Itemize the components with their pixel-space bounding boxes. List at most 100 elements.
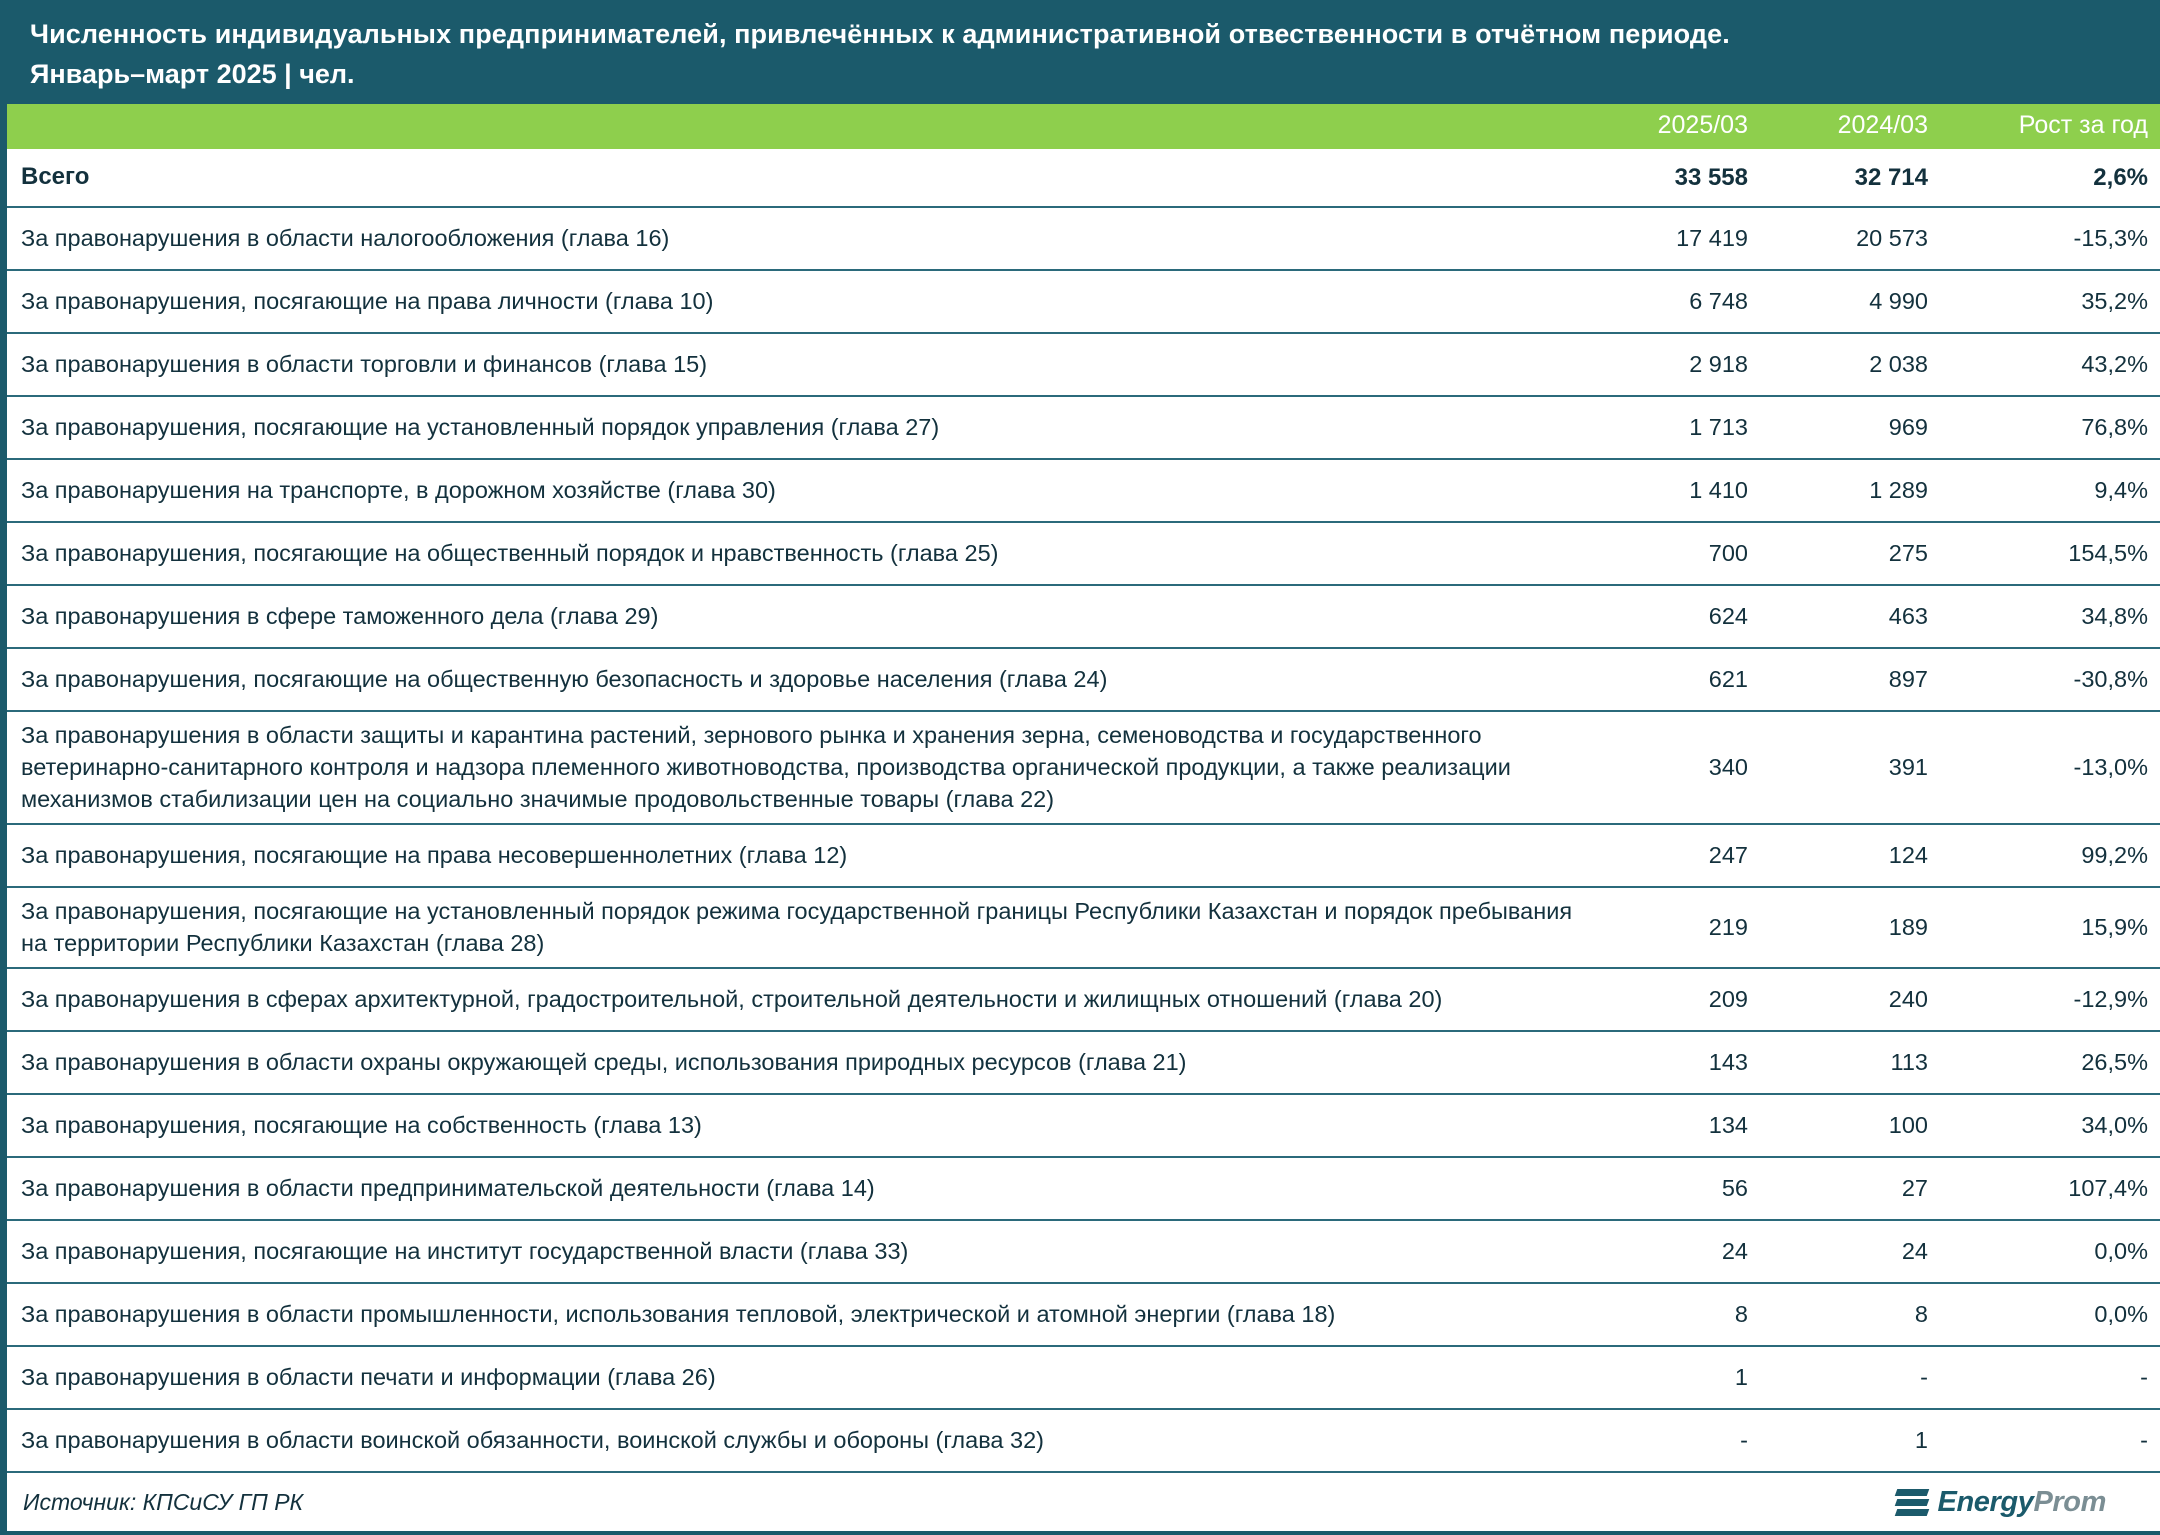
row-value-v2024: 20 573 xyxy=(1770,207,1950,270)
title-band: Численность индивидуальных предпринимате… xyxy=(0,0,2160,104)
column-header-label xyxy=(7,104,1585,149)
row-value-v2025: 56 xyxy=(1585,1157,1770,1220)
row-value-growth: 15,9% xyxy=(1950,887,2160,968)
row-value-v2025: 219 xyxy=(1585,887,1770,968)
row-value-growth: - xyxy=(1950,1409,2160,1472)
row-value-growth: 76,8% xyxy=(1950,396,2160,459)
row-label: За правонарушения в области торговли и ф… xyxy=(7,333,1585,396)
row-value-v2024: 189 xyxy=(1770,887,1950,968)
column-header-2024: 2024/03 xyxy=(1837,111,1928,139)
row-value-v2024: 391 xyxy=(1770,711,1950,824)
row-label: За правонарушения в сферах архитектурной… xyxy=(7,968,1585,1031)
table-row: За правонарушения, посягающие на права н… xyxy=(7,824,2160,887)
row-value-v2025: 17 419 xyxy=(1585,207,1770,270)
row-value-v2025: 700 xyxy=(1585,522,1770,585)
source-note: Источник: КПСиСУ ГП РК xyxy=(23,1488,304,1515)
row-value-v2024: 969 xyxy=(1770,396,1950,459)
row-value-v2025: 621 xyxy=(1585,648,1770,711)
column-header-2025: 2025/03 xyxy=(1657,111,1748,139)
table-row: За правонарушения в области предпринимат… xyxy=(7,1157,2160,1220)
row-label: За правонарушения в области воинской обя… xyxy=(7,1409,1585,1472)
row-value-v2024: 897 xyxy=(1770,648,1950,711)
row-label: За правонарушения, посягающие на обществ… xyxy=(7,648,1585,711)
data-table: 2025/03 2024/03 Рост за год Всего 33 558 3… xyxy=(7,104,2160,1473)
row-value-v2024: - xyxy=(1770,1346,1950,1409)
row-label: За правонарушения в области промышленнос… xyxy=(7,1283,1585,1346)
row-label: За правонарушения в области налогообложе… xyxy=(7,207,1585,270)
row-value-growth: -30,8% xyxy=(1950,648,2160,711)
row-label: За правонарушения, посягающие на права н… xyxy=(7,824,1585,887)
table-head: 2025/03 2024/03 Рост за год xyxy=(7,104,2160,149)
energyprom-logo: EnergyProm xyxy=(1894,1485,2136,1519)
row-value-v2025: 33 558 xyxy=(1585,149,1770,207)
table-row: За правонарушения, посягающие на обществ… xyxy=(7,648,2160,711)
row-value-v2025: 624 xyxy=(1585,585,1770,648)
table-row: За правонарушения, посягающие на установ… xyxy=(7,396,2160,459)
page-title: Численность индивидуальных предпринимате… xyxy=(30,19,1730,49)
row-value-growth: 0,0% xyxy=(1950,1283,2160,1346)
data-table-wrapper: 2025/03 2024/03 Рост за год Всего 33 558 3… xyxy=(0,104,2160,1473)
table-row: За правонарушения, посягающие на институ… xyxy=(7,1220,2160,1283)
table-row: За правонарушения, посягающие на установ… xyxy=(7,887,2160,968)
row-label: За правонарушения на транспорте, в дорож… xyxy=(7,459,1585,522)
row-label: За правонарушения, посягающие на права л… xyxy=(7,270,1585,333)
row-value-growth: 35,2% xyxy=(1950,270,2160,333)
row-value-growth: 154,5% xyxy=(1950,522,2160,585)
table-row: За правонарушения в области промышленнос… xyxy=(7,1283,2160,1346)
row-value-growth: 9,4% xyxy=(1950,459,2160,522)
table-row: За правонарушения в области защиты и кар… xyxy=(7,711,2160,824)
row-value-v2025: 24 xyxy=(1585,1220,1770,1283)
table-row: За правонарушения в области воинской обя… xyxy=(7,1409,2160,1472)
table-row: За правонарушения в области торговли и ф… xyxy=(7,333,2160,396)
row-value-v2024: 4 990 xyxy=(1770,270,1950,333)
row-value-v2024: 463 xyxy=(1770,585,1950,648)
table-body: Всего 33 558 32 714 2,6% За правонарушения в… xyxy=(7,149,2160,1472)
logo-energy-text: Energy xyxy=(1937,1485,2034,1518)
row-value-v2024: 275 xyxy=(1770,522,1950,585)
row-value-growth: -13,0% xyxy=(1950,711,2160,824)
row-value-v2025: 1 410 xyxy=(1585,459,1770,522)
table-footer: Источник: КПСиСУ ГП РК EnergyProm xyxy=(0,1473,2160,1535)
column-header-growth: Рост за год xyxy=(2018,111,2148,139)
table-row: За правонарушения, посягающие на обществ… xyxy=(7,522,2160,585)
row-label: За правонарушения, посягающие на обществ… xyxy=(7,522,1585,585)
row-label: За правонарушения, посягающие на институ… xyxy=(7,1220,1585,1283)
row-value-growth: -15,3% xyxy=(1950,207,2160,270)
row-label: Всего xyxy=(7,149,1585,207)
row-value-v2024: 240 xyxy=(1770,968,1950,1031)
row-label: За правонарушения в сфере таможенного де… xyxy=(7,585,1585,648)
table-row: Всего 33 558 32 714 2,6% xyxy=(7,149,2160,207)
row-value-growth: 0,0% xyxy=(1950,1220,2160,1283)
row-value-v2025: 1 713 xyxy=(1585,396,1770,459)
row-label: За правонарушения в области охраны окруж… xyxy=(7,1031,1585,1094)
row-value-v2024: 2 038 xyxy=(1770,333,1950,396)
row-value-v2024: 27 xyxy=(1770,1157,1950,1220)
row-value-v2025: 247 xyxy=(1585,824,1770,887)
row-value-v2024: 1 xyxy=(1770,1409,1950,1472)
row-value-v2025: 340 xyxy=(1585,711,1770,824)
table-row: За правонарушения в области налогообложе… xyxy=(7,207,2160,270)
table-row: За правонарушения в области охраны окруж… xyxy=(7,1031,2160,1094)
logo-prom-text: Prom xyxy=(2033,1485,2106,1518)
row-value-growth: 43,2% xyxy=(1950,333,2160,396)
row-value-v2024: 32 714 xyxy=(1770,149,1950,207)
row-value-v2025: 209 xyxy=(1585,968,1770,1031)
row-value-v2024: 1 289 xyxy=(1770,459,1950,522)
row-label: За правонарушения в области защиты и кар… xyxy=(7,711,1585,824)
row-value-v2025: 143 xyxy=(1585,1031,1770,1094)
row-value-growth: -12,9% xyxy=(1950,968,2160,1031)
energyprom-mark-icon xyxy=(1894,1485,1930,1519)
energyprom-wordmark: EnergyProm xyxy=(1937,1485,2107,1519)
row-value-growth: 99,2% xyxy=(1950,824,2160,887)
row-label: За правонарушения в области предпринимат… xyxy=(7,1157,1585,1220)
row-value-v2024: 124 xyxy=(1770,824,1950,887)
row-value-growth: 34,0% xyxy=(1950,1094,2160,1157)
row-value-v2025: - xyxy=(1585,1409,1770,1472)
row-value-growth: 107,4% xyxy=(1950,1157,2160,1220)
row-label: За правонарушения, посягающие на установ… xyxy=(7,396,1585,459)
table-row: За правонарушения на транспорте, в дорож… xyxy=(7,459,2160,522)
table-row: За правонарушения в сферах архитектурной… xyxy=(7,968,2160,1031)
row-value-v2024: 113 xyxy=(1770,1031,1950,1094)
row-value-v2025: 1 xyxy=(1585,1346,1770,1409)
